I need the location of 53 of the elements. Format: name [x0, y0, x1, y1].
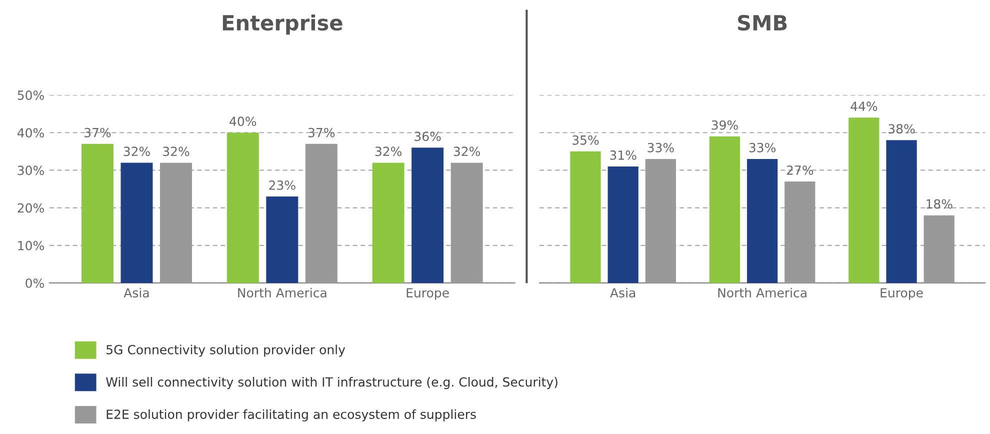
- bar: [746, 158, 778, 283]
- y-tick-label: 30%: [18, 166, 44, 176]
- text: 33%: [648, 142, 674, 152]
- text: 31%: [610, 150, 636, 160]
- text: 35%: [572, 135, 599, 145]
- bar: [886, 140, 917, 283]
- legend-label: Will sell connectivity solution with IT infrastructure (e.g. Cloud, Security): [106, 377, 558, 390]
- y-tick-label: 10%: [18, 240, 44, 250]
- text: 37%: [84, 128, 111, 138]
- text: 36%: [414, 132, 441, 142]
- bar: [266, 196, 298, 283]
- text: 23%: [269, 180, 296, 190]
- bar: [226, 132, 259, 283]
- chart-title: Enterprise: [222, 14, 342, 35]
- bar: [160, 162, 192, 283]
- text: 37%: [308, 128, 335, 138]
- bar: [450, 162, 483, 283]
- text: 33%: [749, 142, 776, 152]
- x-tick-label: North America: [718, 288, 806, 298]
- x-tick-label: Asia: [124, 288, 149, 298]
- y-tick-label: 0%: [26, 278, 44, 288]
- x-tick-label: Europe: [880, 288, 923, 300]
- bar: [81, 144, 114, 283]
- text: 32%: [124, 146, 150, 156]
- text: 44%: [850, 102, 878, 112]
- legend-label: 5G Connectivity solution provider only: [106, 344, 346, 357]
- chart-title: SMB: [738, 14, 787, 31]
- y-tick-label: 50%: [18, 90, 44, 100]
- bar: [412, 148, 444, 283]
- bar: [848, 118, 880, 283]
- text: 39%: [712, 120, 738, 130]
- x-tick-label: North America: [238, 288, 326, 298]
- y-tick-label: 40%: [17, 128, 44, 138]
- bar: [372, 162, 404, 283]
- x-tick-label: Asia: [610, 288, 636, 298]
- text: 18%: [926, 199, 952, 209]
- bar: [570, 151, 601, 283]
- bar: [120, 162, 153, 283]
- legend-label: E2E solution provider facilitating an ecosystem of suppliers: [106, 409, 476, 422]
- text: 32%: [375, 146, 402, 156]
- bar: [709, 136, 740, 283]
- bar: [924, 215, 954, 283]
- text: 38%: [888, 124, 915, 134]
- bar: [305, 144, 338, 283]
- y-tick-label: 20%: [18, 203, 44, 213]
- text: 40%: [230, 116, 256, 126]
- text: 32%: [163, 146, 190, 156]
- text: 32%: [454, 146, 480, 156]
- x-tick-label: Europe: [406, 288, 449, 300]
- text: 27%: [786, 165, 814, 175]
- bar: [608, 166, 638, 283]
- bar: [784, 181, 816, 283]
- bar: [645, 158, 676, 283]
